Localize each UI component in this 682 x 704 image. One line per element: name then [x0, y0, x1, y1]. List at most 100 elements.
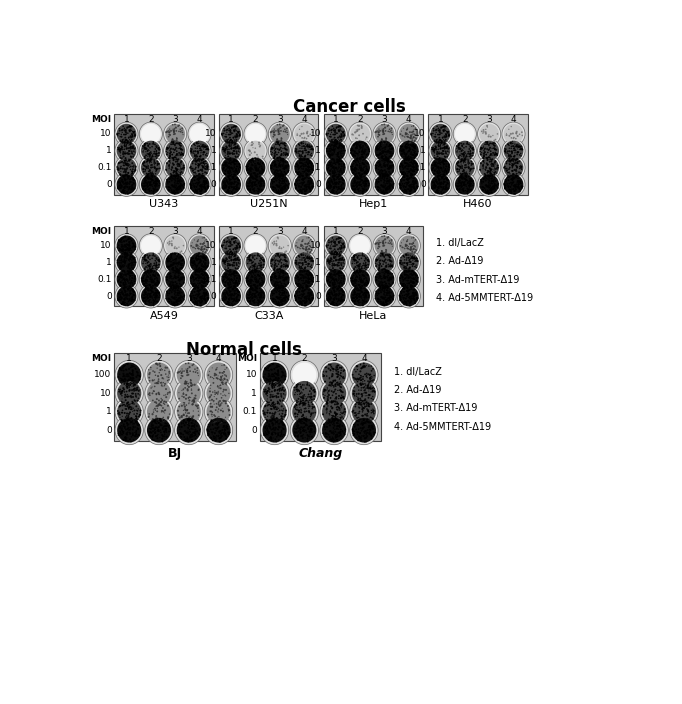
Point [273, 186, 284, 197]
Point [355, 153, 366, 164]
Point [119, 274, 130, 285]
Point [141, 282, 152, 294]
Point [123, 275, 134, 286]
Point [123, 363, 134, 375]
Point [409, 156, 420, 167]
Point [142, 158, 153, 170]
Point [269, 157, 280, 168]
Point [381, 173, 392, 184]
Point [221, 431, 232, 442]
Point [251, 274, 262, 285]
Point [330, 414, 341, 425]
Point [351, 410, 361, 422]
Point [319, 384, 330, 395]
Point [323, 389, 334, 401]
Point [251, 287, 262, 298]
Point [460, 148, 471, 159]
Point [338, 242, 349, 253]
Point [276, 155, 286, 166]
Point [245, 284, 256, 295]
Point [276, 416, 287, 427]
Point [293, 274, 303, 285]
Point [386, 273, 397, 284]
Point [123, 283, 134, 294]
Point [274, 361, 285, 372]
Point [346, 291, 357, 303]
Point [329, 247, 340, 258]
Point [279, 420, 290, 431]
Point [373, 239, 384, 250]
Point [397, 184, 408, 196]
Circle shape [374, 158, 394, 177]
Point [329, 375, 340, 386]
Point [300, 141, 311, 152]
Point [432, 146, 443, 158]
Point [198, 293, 209, 304]
Point [125, 249, 136, 260]
Point [301, 184, 312, 195]
Point [224, 162, 235, 173]
Point [152, 156, 163, 167]
Point [332, 362, 343, 373]
Point [280, 178, 291, 189]
Point [134, 370, 145, 381]
Point [234, 287, 245, 298]
Point [377, 249, 388, 260]
Point [347, 424, 358, 435]
Point [140, 284, 151, 295]
Point [324, 415, 335, 426]
Point [454, 150, 465, 161]
Point [227, 172, 238, 184]
Point [121, 241, 132, 252]
Point [231, 232, 241, 244]
Point [357, 422, 368, 434]
Point [485, 170, 496, 181]
Point [175, 149, 186, 160]
Point [122, 160, 133, 171]
Point [151, 260, 162, 272]
Point [509, 158, 520, 169]
Point [128, 259, 139, 270]
Point [402, 260, 413, 271]
Point [222, 296, 233, 308]
Point [175, 150, 186, 161]
Point [383, 146, 394, 157]
Point [211, 369, 222, 380]
Point [158, 406, 169, 417]
Point [376, 180, 387, 191]
Point [228, 171, 239, 182]
Point [397, 280, 408, 291]
Point [227, 248, 238, 259]
Point [373, 241, 384, 252]
Point [166, 184, 177, 196]
Point [428, 160, 439, 171]
Point [250, 161, 261, 172]
Point [250, 272, 261, 283]
Point [117, 259, 128, 270]
Point [274, 173, 285, 184]
Point [400, 266, 411, 277]
Text: 0: 0 [315, 291, 321, 301]
Circle shape [373, 122, 396, 146]
Point [145, 291, 156, 303]
Point [292, 417, 303, 429]
Point [303, 179, 314, 190]
Point [400, 132, 411, 143]
Point [120, 125, 131, 136]
Point [337, 268, 348, 279]
Point [123, 399, 134, 410]
Point [397, 168, 408, 180]
Circle shape [164, 156, 187, 180]
Point [503, 149, 514, 160]
Point [221, 422, 232, 434]
Point [294, 434, 305, 446]
Point [405, 132, 416, 144]
Point [303, 266, 314, 277]
Point [127, 143, 138, 154]
Point [224, 294, 235, 306]
Point [130, 375, 140, 386]
Point [372, 178, 383, 189]
Point [149, 279, 160, 290]
Point [175, 139, 186, 151]
Point [278, 267, 289, 278]
